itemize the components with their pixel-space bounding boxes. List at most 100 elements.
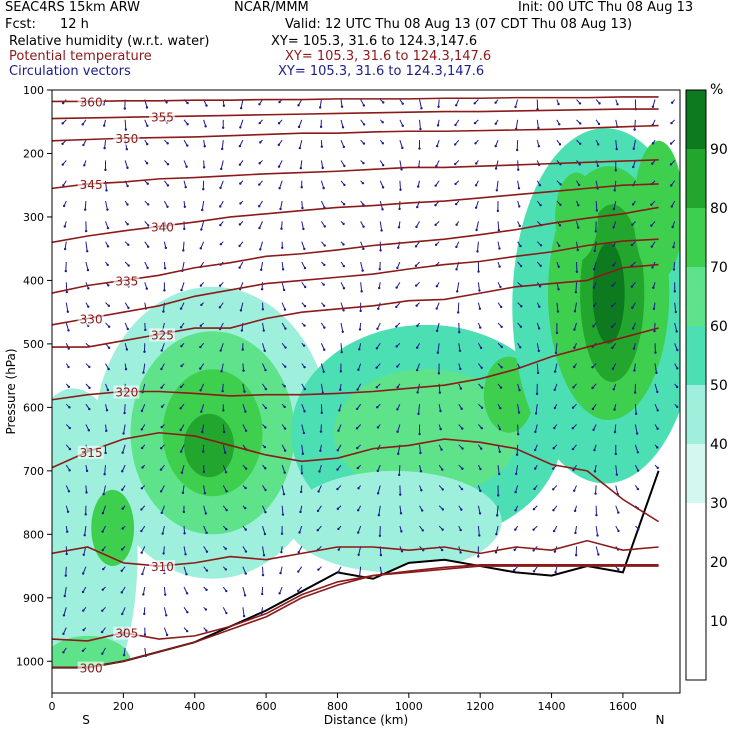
vector-head — [205, 550, 209, 553]
vector-head — [82, 553, 85, 556]
vector-head — [421, 529, 425, 532]
vector-head — [479, 326, 482, 329]
vector-head — [63, 247, 67, 251]
vector-head — [556, 310, 560, 313]
vector-head — [264, 467, 267, 470]
vector-head — [558, 224, 562, 227]
vector-head — [147, 245, 150, 248]
vector-head — [323, 244, 326, 247]
circulation-vector — [121, 607, 126, 615]
vector-head — [579, 122, 582, 125]
vector-head — [416, 391, 419, 394]
vector-head — [670, 184, 673, 187]
vector-head — [140, 508, 143, 511]
vector-head — [121, 451, 124, 454]
vector-head — [552, 467, 555, 470]
circulation-vector — [222, 444, 226, 453]
vector-head — [479, 447, 483, 450]
vector-head — [539, 264, 542, 267]
vector-head — [399, 512, 403, 515]
circulation-vector — [379, 221, 383, 231]
circulation-vector — [477, 505, 481, 514]
vector-head — [552, 447, 555, 450]
vector-head — [163, 267, 167, 270]
vector-head — [68, 469, 71, 472]
vector-head — [283, 471, 286, 474]
colorbar-segment — [686, 326, 706, 385]
vector-head — [146, 142, 149, 146]
vector-head — [238, 163, 242, 166]
vector-head — [434, 223, 437, 227]
vector-head — [517, 187, 521, 190]
vector-head — [635, 432, 639, 435]
vector-head — [574, 290, 578, 294]
vector-head — [375, 347, 379, 350]
field-rh-xy: XY= 105.3, 31.6 to 124.3,147.6 — [271, 34, 478, 49]
vector-head — [62, 651, 65, 654]
circulation-vector — [495, 160, 499, 169]
vector-head — [537, 327, 541, 330]
vector-head — [514, 105, 517, 109]
vector-head — [303, 266, 307, 270]
circulation-vector — [104, 140, 107, 149]
vector-head — [420, 509, 424, 512]
vector-head — [297, 104, 300, 107]
circulation-vector — [102, 505, 106, 514]
vector-head — [103, 472, 106, 476]
circulation-vector — [200, 221, 205, 230]
vector-head — [656, 446, 659, 449]
vector-head — [244, 486, 247, 490]
vector-head — [592, 428, 595, 431]
vector-head — [611, 284, 614, 287]
vector-head — [220, 370, 223, 373]
vector-head — [297, 551, 300, 554]
vector-head — [401, 102, 404, 105]
theta-contour-330 — [52, 238, 659, 326]
vector-head — [533, 448, 537, 452]
field-theta-xy: XY= 105.3, 31.6 to 124.3,147.6 — [285, 49, 492, 64]
vector-head — [125, 348, 129, 351]
vector-head — [414, 245, 418, 248]
vector-head — [319, 430, 323, 433]
theta-label-bg — [77, 177, 104, 191]
vector-head — [574, 553, 578, 557]
vector-head — [656, 427, 659, 430]
circulation-vector — [554, 363, 558, 372]
circulation-vector — [340, 322, 344, 332]
vector-head — [202, 470, 206, 474]
vector-head — [184, 553, 187, 556]
vector-head — [515, 453, 519, 456]
vector-head — [107, 284, 110, 287]
vector-head — [204, 608, 208, 611]
vector-head — [339, 388, 342, 391]
vector-head — [303, 324, 306, 327]
vector-head — [88, 407, 91, 411]
vector-head — [361, 269, 364, 272]
vector-head — [323, 225, 326, 228]
vector-head — [399, 188, 402, 191]
vector-head — [67, 329, 70, 332]
circulation-vector — [319, 99, 322, 108]
vector-head — [381, 142, 385, 145]
vector-head — [186, 101, 189, 105]
vector-head — [199, 345, 202, 349]
theta-label-bg — [149, 560, 176, 574]
vector-head — [537, 349, 541, 353]
x-tick-label: 1600 — [609, 700, 637, 713]
y-tick-label: 600 — [23, 401, 44, 414]
vector-head — [592, 325, 595, 328]
vector-head — [319, 125, 323, 129]
vector-head — [362, 104, 366, 107]
vector-head — [420, 107, 423, 110]
x-tick-label: 1200 — [466, 700, 494, 713]
circulation-vector — [555, 343, 558, 353]
circulation-vector — [419, 444, 421, 454]
vector-head — [225, 611, 228, 615]
vector-head — [342, 309, 345, 312]
theta-label-bg — [77, 95, 104, 109]
vector-head — [401, 124, 404, 128]
vector-head — [279, 571, 282, 575]
vector-head — [219, 223, 222, 227]
circulation-vector — [220, 160, 224, 170]
vector-head — [298, 146, 302, 150]
